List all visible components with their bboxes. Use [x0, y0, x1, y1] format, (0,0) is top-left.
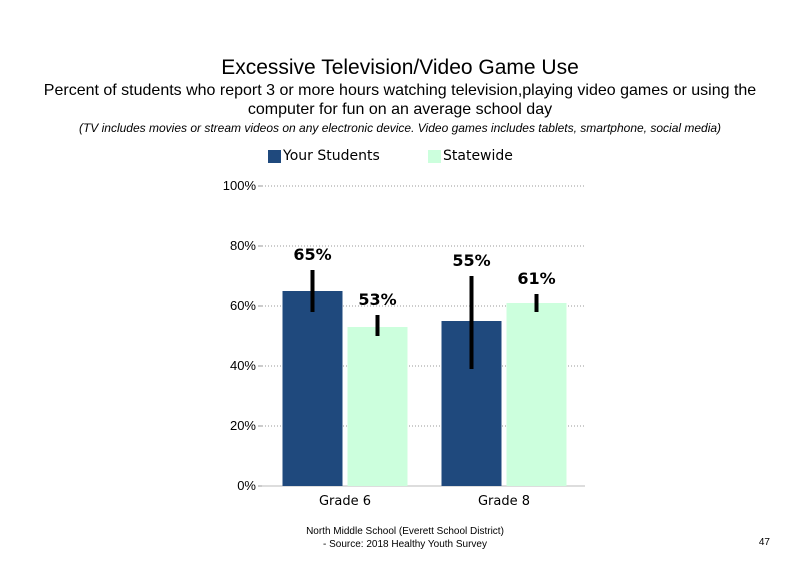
- legend-swatch-your-students: [268, 149, 281, 163]
- y-tick-label: 100%: [223, 178, 257, 193]
- footer: North Middle School (Everett School Dist…: [260, 525, 550, 551]
- bar: [282, 291, 343, 486]
- y-tick-label: 0%: [237, 478, 256, 493]
- y-tick-label: 20%: [230, 418, 256, 433]
- legend-label-your-students: Your Students: [283, 148, 380, 164]
- legend-item-your-students: Your Students: [268, 148, 380, 164]
- legend-item-statewide: Statewide: [428, 148, 513, 164]
- y-tick-label: 80%: [230, 238, 256, 253]
- data-label: 55%: [452, 251, 490, 270]
- chart-subtitle: Percent of students who report 3 or more…: [43, 82, 757, 118]
- chart-title: Excessive Television/Video Game Use: [221, 56, 579, 79]
- legend-swatch-statewide: [428, 149, 441, 163]
- y-tick-label: 60%: [230, 298, 256, 313]
- chart-note: (TV includes movies or stream videos on …: [78, 121, 722, 135]
- footer-source: - Source: 2018 Healthy Youth Survey: [323, 539, 487, 550]
- legend: Your Students Statewide: [0, 148, 800, 168]
- bar: [506, 303, 567, 486]
- data-label: 53%: [358, 290, 396, 309]
- data-label: 65%: [293, 245, 331, 264]
- data-label: 61%: [517, 269, 555, 288]
- bar: [347, 327, 408, 486]
- y-tick-label: 40%: [230, 358, 256, 373]
- x-tick-label: Grade 6: [319, 494, 371, 509]
- legend-label-statewide: Statewide: [443, 148, 513, 164]
- x-tick-label: Grade 8: [478, 494, 530, 509]
- footer-school: North Middle School (Everett School Dist…: [306, 526, 504, 537]
- page-number: 47: [758, 537, 770, 548]
